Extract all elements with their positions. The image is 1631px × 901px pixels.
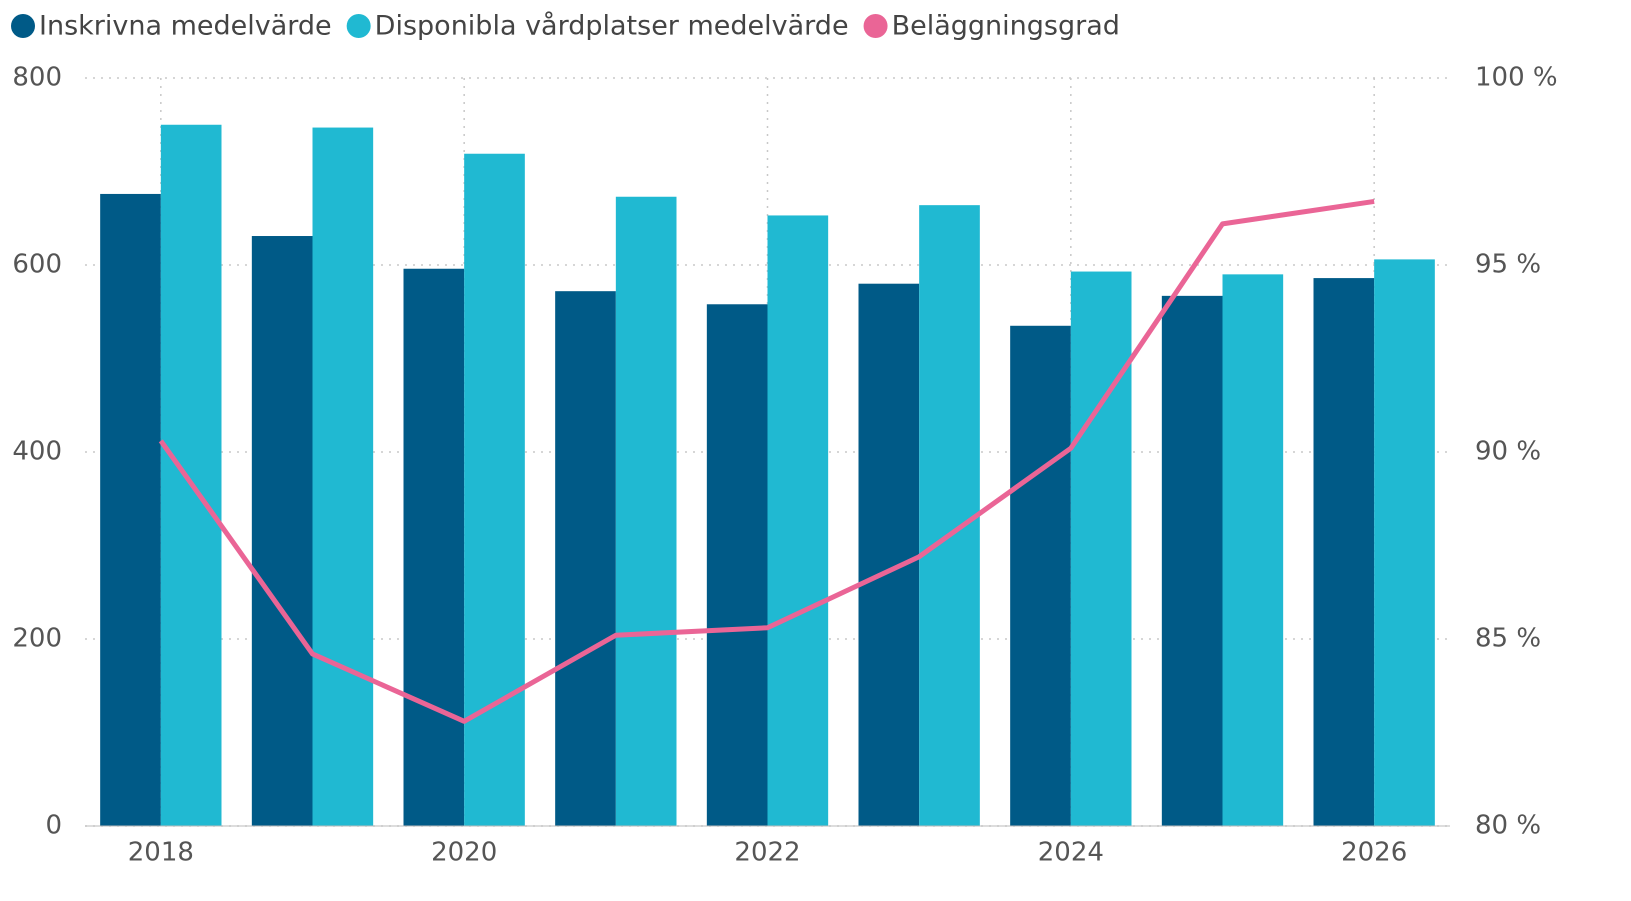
bar [1374, 259, 1435, 826]
bar [403, 268, 465, 826]
y2-tick-label: 100 % [1475, 63, 1558, 93]
y-tick-label: 600 [12, 250, 62, 280]
x-tick-label: 2026 [1341, 838, 1407, 868]
x-tick-label: 2024 [1038, 838, 1104, 868]
bar [100, 193, 161, 826]
x-tick-label: 2018 [128, 838, 194, 868]
bar [706, 304, 768, 826]
y-tick-label: 400 [12, 437, 62, 467]
bar [1161, 295, 1223, 827]
legend: Inskrivna medelvärde Disponibla vårdplats… [11, 11, 1120, 42]
bar [1222, 274, 1284, 827]
y-tick-label: 200 [12, 624, 62, 654]
y2-tick-label: 95 % [1475, 250, 1541, 280]
legend-label: Beläggningsgrad [892, 11, 1120, 42]
legend-label: Disponibla vårdplatser medelvärde [375, 11, 849, 42]
legend-marker [346, 14, 371, 38]
y2-tick-label: 80 % [1475, 811, 1541, 841]
bar [312, 127, 374, 827]
legend-label: Inskrivna medelvärde [39, 11, 332, 42]
bar [767, 215, 829, 826]
x-tick-label: 2020 [431, 838, 497, 868]
bar [615, 196, 677, 826]
bar [160, 124, 222, 826]
bar [919, 205, 980, 826]
y2-tick-label: 85 % [1475, 624, 1541, 654]
bar [555, 291, 616, 826]
bar [1010, 325, 1071, 826]
y-tick-label: 800 [12, 63, 62, 93]
bar [1070, 271, 1132, 826]
x-tick-label: 2022 [734, 838, 800, 868]
bar [1313, 278, 1375, 827]
line [158, 198, 1375, 724]
y2-tick-label: 90 % [1475, 437, 1541, 467]
y-tick-label: 0 [45, 811, 62, 841]
bar [251, 236, 313, 826]
bar [464, 153, 525, 827]
legend-marker [11, 14, 35, 38]
legend-marker [863, 14, 888, 38]
bar [858, 283, 920, 826]
